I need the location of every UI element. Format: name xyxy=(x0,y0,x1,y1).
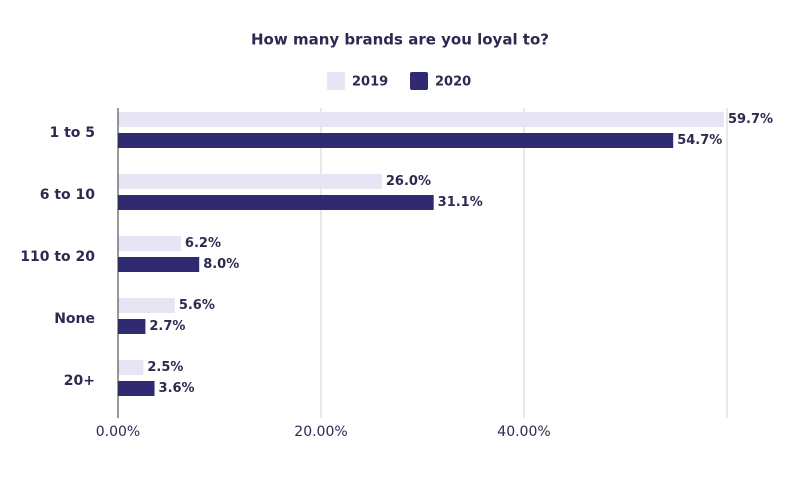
legend-label: 2020 xyxy=(435,75,471,90)
bar xyxy=(118,319,146,334)
value-label: 2.7% xyxy=(149,319,185,334)
y-tick-label: 110 to 20 xyxy=(20,249,95,265)
y-tick-label: 20+ xyxy=(64,373,95,389)
bar xyxy=(118,174,382,189)
value-label: 5.6% xyxy=(179,298,215,313)
y-tick-label: 1 to 5 xyxy=(49,125,95,141)
value-label: 54.7% xyxy=(677,133,722,148)
value-label: 6.2% xyxy=(185,236,221,251)
legend-label: 2019 xyxy=(352,75,388,90)
bar xyxy=(118,298,175,313)
value-label: 3.6% xyxy=(159,381,195,396)
value-label: 8.0% xyxy=(203,257,239,272)
value-label: 59.7% xyxy=(728,112,773,127)
bar xyxy=(118,236,181,251)
x-tick-label: 40.00% xyxy=(497,424,550,440)
bar xyxy=(118,112,724,127)
legend-swatch xyxy=(410,72,428,90)
bar xyxy=(118,360,144,375)
x-tick-label: 0.00% xyxy=(96,424,140,440)
y-tick-label: 6 to 10 xyxy=(40,187,96,203)
bar xyxy=(118,257,200,272)
value-label: 2.5% xyxy=(147,360,183,375)
x-tick-label: 20.00% xyxy=(294,424,347,440)
value-label: 31.1% xyxy=(438,195,483,210)
bar xyxy=(118,195,434,210)
legend-swatch xyxy=(327,72,345,90)
bar xyxy=(118,133,674,148)
value-label: 26.0% xyxy=(386,174,431,189)
bar xyxy=(118,381,155,396)
y-tick-label: None xyxy=(54,311,95,327)
chart-title: How many brands are you loyal to? xyxy=(251,31,549,49)
